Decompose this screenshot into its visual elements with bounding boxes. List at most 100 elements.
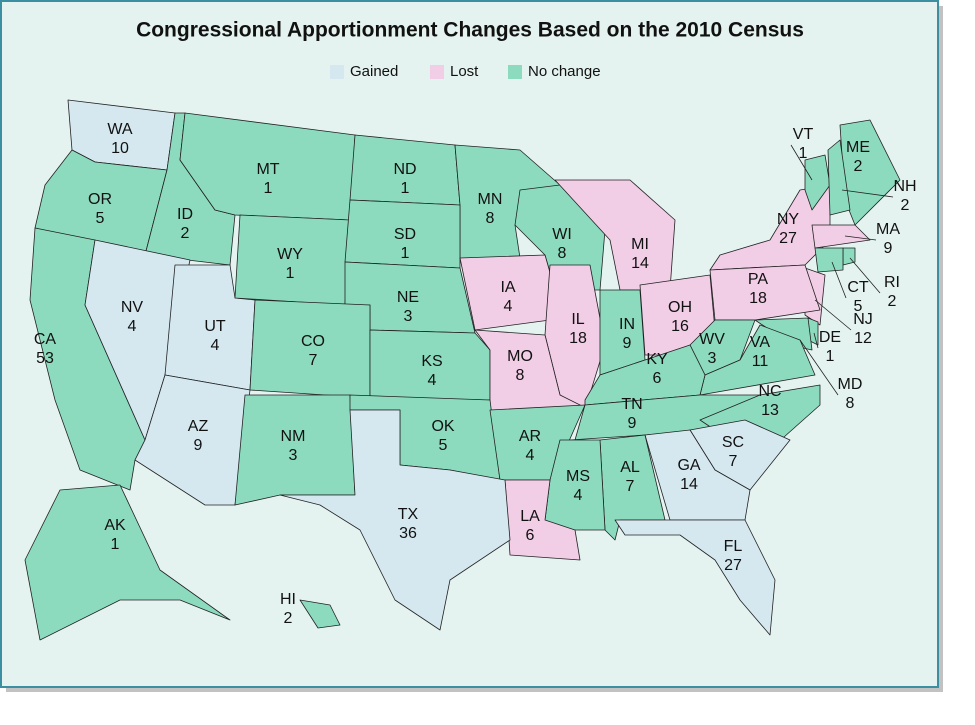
legend-label: Lost	[450, 63, 479, 80]
state-seats: 1	[826, 348, 835, 365]
state-abbr: UT	[204, 318, 226, 335]
state-seats: 1	[264, 180, 273, 197]
state-shape	[299, 599, 341, 629]
state-shape	[279, 409, 511, 631]
state-shape	[827, 139, 851, 216]
state-abbr: IA	[500, 279, 515, 296]
map-title: Congressional Apportionment Changes Base…	[136, 19, 804, 42]
state-seats: 13	[761, 402, 779, 419]
state-abbr: ME	[846, 139, 870, 156]
leader-line	[831, 261, 847, 299]
state-abbr: NV	[121, 299, 144, 316]
leader-line	[849, 257, 881, 294]
state-abbr: DE	[819, 329, 841, 346]
leader-line	[799, 339, 839, 396]
legend-label: Gained	[350, 63, 398, 80]
leader-line	[790, 144, 813, 181]
state-abbr: NM	[281, 428, 306, 445]
state-abbr: KY	[646, 351, 668, 368]
states	[24, 99, 901, 641]
state-shape	[804, 154, 831, 211]
state-seats: 10	[111, 140, 129, 157]
state-seats: 7	[729, 453, 738, 470]
legend-swatch	[508, 65, 522, 79]
state-seats: 5	[96, 210, 105, 227]
state-seats: 4	[526, 447, 535, 464]
state-shape	[814, 247, 844, 273]
state-abbr: NE	[397, 289, 419, 306]
state-abbr: WY	[277, 246, 303, 263]
state-seats: 36	[399, 525, 417, 542]
state-abbr: OK	[431, 418, 454, 435]
state-abbr: VA	[750, 334, 770, 351]
state-abbr: FL	[724, 538, 743, 555]
state-shape	[709, 264, 821, 321]
legend: Gained Lost No change	[330, 63, 601, 80]
state-abbr: SD	[394, 226, 416, 243]
state-seats: 2	[284, 610, 293, 627]
state-seats: 53	[36, 350, 54, 367]
state-shape	[614, 519, 776, 636]
state-abbr: WI	[552, 226, 572, 243]
state-abbr: PA	[748, 271, 768, 288]
state-seats: 1	[401, 180, 410, 197]
state-abbr: MD	[838, 376, 863, 393]
state-shape	[811, 224, 871, 249]
state-seats: 4	[428, 372, 437, 389]
leader-line	[813, 332, 819, 349]
state-abbr: MI	[631, 236, 649, 253]
state-abbr: NC	[758, 383, 781, 400]
state-seats: 5	[854, 298, 863, 315]
state-abbr: OH	[668, 299, 692, 316]
state-seats: 14	[680, 476, 698, 493]
state-seats: 3	[289, 447, 298, 464]
state-shape	[504, 479, 581, 561]
leader-line	[841, 189, 894, 198]
state-seats: 3	[708, 350, 717, 367]
state-seats: 4	[211, 337, 220, 354]
state-abbr: MT	[256, 161, 279, 178]
state-abbr: MN	[478, 191, 503, 208]
state-seats: 7	[309, 352, 318, 369]
state-abbr: ID	[177, 206, 193, 223]
state-abbr: VT	[793, 126, 814, 143]
state-shape	[24, 484, 231, 641]
state-abbr: LA	[520, 508, 540, 525]
state-seats: 1	[401, 245, 410, 262]
state-abbr: IL	[571, 311, 584, 328]
state-seats: 14	[631, 255, 649, 272]
state-abbr: AR	[519, 428, 541, 445]
state-seats: 4	[128, 318, 137, 335]
state-abbr: AL	[620, 459, 640, 476]
state-abbr: NY	[777, 211, 800, 228]
state-abbr: MO	[507, 348, 533, 365]
state-seats: 18	[569, 330, 587, 347]
state-abbr: ND	[393, 161, 416, 178]
leader-line	[814, 299, 852, 331]
state-seats: 8	[486, 210, 495, 227]
state-seats: 5	[439, 437, 448, 454]
state-seats: 9	[628, 415, 637, 432]
state-abbr: CA	[34, 331, 57, 348]
state-seats: 16	[671, 318, 689, 335]
state-seats: 27	[779, 230, 797, 247]
state-abbr: OR	[88, 191, 112, 208]
state-abbr: NJ	[853, 311, 873, 328]
state-seats: 6	[653, 370, 662, 387]
state-abbr: GA	[677, 457, 700, 474]
state-seats: 8	[846, 395, 855, 412]
state-seats: 9	[194, 437, 203, 454]
state-seats: 27	[724, 557, 742, 574]
state-abbr: SC	[722, 434, 744, 451]
state-abbr: TX	[398, 506, 419, 523]
state-seats: 12	[854, 330, 872, 347]
state-seats: 9	[884, 240, 893, 257]
state-seats: 1	[286, 265, 295, 282]
legend-swatch	[330, 65, 344, 79]
state-seats: 2	[901, 197, 910, 214]
state-abbr: MS	[566, 468, 590, 485]
state-seats: 7	[626, 478, 635, 495]
